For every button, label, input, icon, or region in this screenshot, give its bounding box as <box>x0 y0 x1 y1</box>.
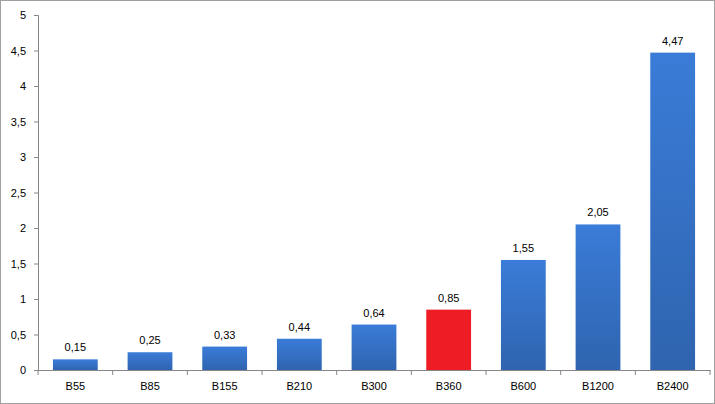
y-tick-mark <box>34 370 38 371</box>
x-tick: B55 <box>66 370 86 392</box>
x-tick-label: B55 <box>66 380 86 392</box>
bar <box>650 53 695 370</box>
data-labels: 0,15 0,25 0,33 0,44 0,64 0,85 1,55 2,05 4,47 <box>65 35 684 354</box>
x-divider <box>187 370 188 375</box>
x-tick: B155 <box>212 370 238 392</box>
x-tick-label: B2400 <box>657 380 689 392</box>
x-dividers <box>38 370 710 375</box>
y-tick-label: 3,5 <box>11 116 26 128</box>
y-tick-label: 5 <box>20 9 26 21</box>
y-tick: 2,5 <box>11 187 38 199</box>
y-tick: 3 <box>20 151 38 163</box>
x-divider <box>112 370 113 375</box>
y-tick: 4 <box>20 80 38 92</box>
data-label: 4,47 <box>662 35 683 47</box>
y-tick-label: 0 <box>20 364 26 376</box>
data-label: 0,44 <box>289 321 310 333</box>
y-tick-mark <box>34 86 38 87</box>
y-tick-mark <box>34 15 38 16</box>
x-tick: B85 <box>140 370 160 392</box>
y-tick: 0,5 <box>11 329 38 341</box>
x-tick-label: B360 <box>436 380 462 392</box>
y-tick-mark <box>34 299 38 300</box>
y-tick-mark <box>34 335 38 336</box>
y-tick-mark <box>34 51 38 52</box>
bar <box>202 347 247 370</box>
x-divider <box>411 370 412 375</box>
y-tick-mark <box>34 264 38 265</box>
data-label: 0,33 <box>214 329 235 341</box>
x-tick: B360 <box>436 370 462 392</box>
x-divider <box>336 370 337 375</box>
bars <box>53 53 695 370</box>
data-label: 0,85 <box>438 292 459 304</box>
y-tick: 5 <box>20 9 38 21</box>
x-tick-label: B600 <box>510 380 536 392</box>
y-tick: 3,5 <box>11 116 38 128</box>
y-tick-label: 4,5 <box>11 45 26 57</box>
x-divider <box>635 370 636 375</box>
plot: 00,511,522,533,544,55B55B85B155B210B300B… <box>11 9 711 392</box>
data-label: 0,15 <box>65 341 86 353</box>
bar <box>277 339 322 370</box>
x-divider <box>38 370 39 375</box>
y-tick-label: 0,5 <box>11 329 26 341</box>
x-tick-label: B210 <box>286 380 312 392</box>
y-tick-mark <box>34 122 38 123</box>
y-tick-label: 4 <box>20 80 26 92</box>
x-tick: B600 <box>510 370 536 392</box>
bar <box>53 359 98 370</box>
bar <box>576 224 621 370</box>
y-tick-label: 2 <box>20 222 26 234</box>
x-tick-label: B300 <box>361 380 387 392</box>
x-tick-label: B85 <box>140 380 160 392</box>
y-tick: 4,5 <box>11 45 38 57</box>
x-divider <box>262 370 263 375</box>
chart-border <box>1 1 715 404</box>
x-divider <box>486 370 487 375</box>
y-tick-label: 2,5 <box>11 187 26 199</box>
bar <box>501 260 546 370</box>
data-label: 0,25 <box>139 334 160 346</box>
y-tick-mark <box>34 228 38 229</box>
x-tick: B2400 <box>657 370 689 392</box>
data-label: 1,55 <box>513 242 534 254</box>
y-tick: 1,5 <box>11 258 38 270</box>
y-tick-label: 1 <box>20 293 26 305</box>
y-axis: 0 0,5 1 1,5 2 2,5 3 3,5 4 4,5 5 <box>11 9 39 376</box>
x-tick: B300 <box>361 370 387 392</box>
y-tick: 2 <box>20 222 38 234</box>
x-tick-label: B155 <box>212 380 238 392</box>
bar <box>352 325 397 370</box>
y-tick: 0 <box>20 364 38 376</box>
x-axis: B55 B85 B155 B210 B300 B360 B600 B1200 B2400 <box>38 370 711 392</box>
data-label: 2,05 <box>587 206 608 218</box>
y-axis-line <box>34 16 39 371</box>
chart: 00,511,522,533,544,55B55B85B155B210B300B… <box>0 0 715 404</box>
y-tick-label: 3 <box>20 151 26 163</box>
x-tick-label: B1200 <box>582 380 614 392</box>
x-tick: B210 <box>286 370 312 392</box>
x-axis-line <box>39 370 711 371</box>
y-tick-mark <box>34 193 38 194</box>
x-divider <box>560 370 561 375</box>
y-tick-label: 1,5 <box>11 258 26 270</box>
y-tick: 1 <box>20 293 38 305</box>
y-tick-mark <box>34 157 38 158</box>
bar <box>426 310 471 370</box>
data-label: 0,64 <box>363 307 384 319</box>
bar <box>128 352 173 370</box>
x-tick: B1200 <box>582 370 614 392</box>
x-divider <box>710 370 711 375</box>
